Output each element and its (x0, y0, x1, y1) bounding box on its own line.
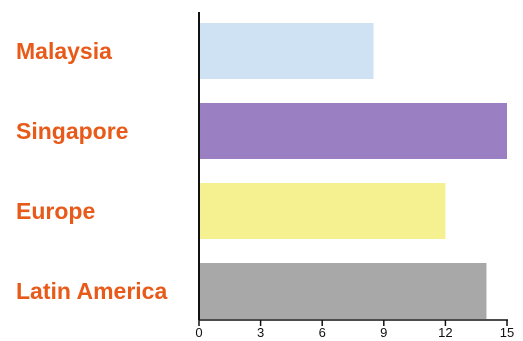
bar-europe (199, 183, 446, 239)
bar-singapore (199, 103, 507, 159)
category-label-malaysia: Malaysia (16, 38, 112, 64)
x-tick-label: 12 (438, 325, 452, 340)
x-ticks: 0 3 6 9 12 15 (195, 320, 514, 340)
x-tick-label: 6 (319, 325, 326, 340)
category-label-europe: Europe (16, 198, 95, 224)
x-tick-label: 9 (380, 325, 387, 340)
x-tick-label: 15 (500, 325, 514, 340)
x-tick-label: 3 (257, 325, 264, 340)
category-label-singapore: Singapore (16, 118, 128, 144)
bar-malaysia (199, 23, 374, 79)
bar-latin-america (199, 263, 487, 319)
category-labels: Malaysia Singapore Europe Latin America (16, 38, 167, 304)
bars (199, 23, 507, 319)
axes (198, 12, 508, 321)
category-label-latin-america: Latin America (16, 278, 167, 304)
x-tick-label: 0 (195, 325, 202, 340)
